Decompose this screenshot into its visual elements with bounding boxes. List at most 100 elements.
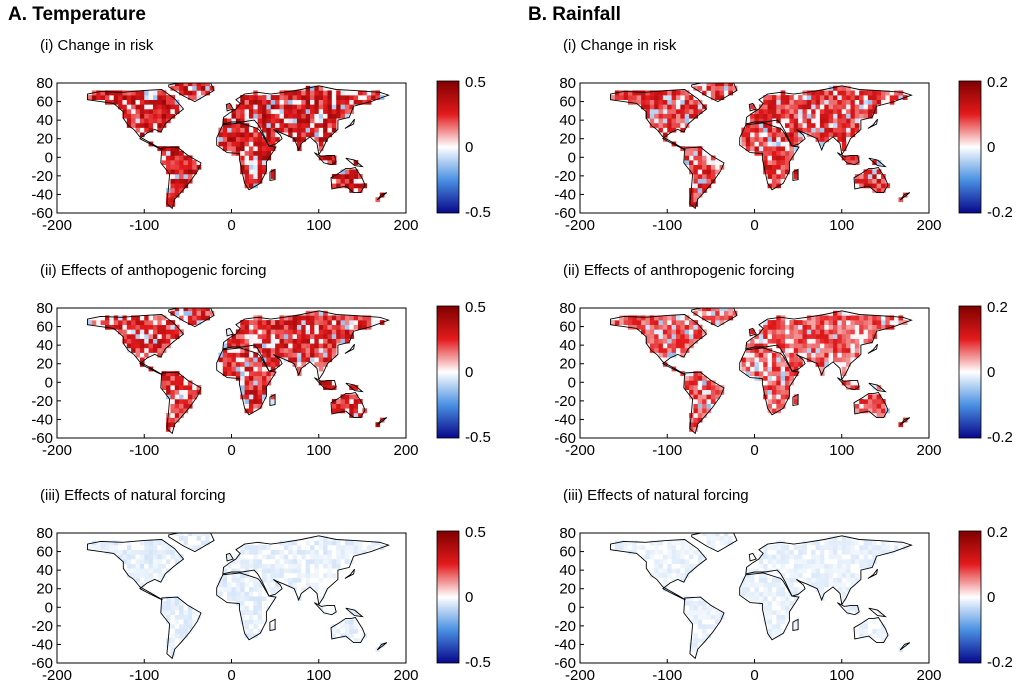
heat-cell	[649, 118, 655, 124]
heat-cell	[331, 109, 337, 114]
heat-cell	[841, 568, 847, 574]
heat-cell	[771, 99, 777, 105]
heat-cell	[689, 324, 694, 330]
heat-cell	[662, 540, 668, 546]
heat-cell	[680, 122, 685, 128]
heat-cell	[719, 535, 725, 541]
heat-cell	[876, 633, 882, 639]
heat-cell	[658, 90, 664, 96]
heat-cell	[780, 320, 786, 326]
heat-cell	[244, 568, 250, 574]
heat-cell	[270, 554, 276, 560]
heat-cell	[750, 568, 755, 574]
heat-cell	[375, 540, 381, 546]
heat-cell	[296, 127, 302, 133]
coastline-southAmerica	[683, 371, 725, 435]
heat-cell	[174, 375, 180, 381]
heat-cell	[776, 586, 781, 592]
heat-cell	[859, 338, 864, 344]
heat-cell	[126, 568, 132, 574]
heat-cell	[122, 315, 128, 321]
heat-cell	[785, 132, 790, 138]
heat-cell	[275, 554, 280, 560]
heat-cell	[318, 141, 324, 147]
heat-cell	[305, 338, 311, 344]
heat-cell	[697, 605, 703, 611]
heat-cell	[235, 347, 241, 353]
heat-cell	[344, 408, 350, 414]
heat-cell	[654, 559, 659, 564]
heat-cell	[340, 320, 346, 326]
heat-cell	[231, 582, 237, 588]
heat-cell	[710, 545, 716, 551]
heat-cell	[253, 361, 258, 367]
heat-cell	[262, 568, 267, 574]
heat-cell	[667, 334, 672, 339]
heat-cell	[353, 545, 359, 551]
heat-cell	[296, 568, 302, 574]
heat-cell	[305, 563, 311, 569]
heat-cell	[170, 169, 176, 175]
heat-cell	[174, 308, 180, 312]
heat-cell	[187, 320, 193, 326]
heat-cell	[257, 596, 263, 602]
heat-cell	[697, 83, 703, 87]
heat-cell	[684, 600, 690, 606]
heat-cell	[841, 352, 847, 358]
heat-cell	[754, 591, 760, 597]
heat-cell	[244, 389, 250, 395]
heat-cell	[763, 352, 768, 358]
heat-cell	[275, 132, 280, 138]
heat-cell	[763, 132, 768, 138]
heat-cell	[654, 338, 659, 344]
heat-cell	[649, 338, 655, 344]
heat-cell	[684, 99, 690, 105]
heat-cell	[248, 371, 254, 377]
heat-cell	[118, 549, 123, 555]
heat-cell	[222, 361, 228, 367]
heat-cell	[148, 549, 154, 555]
heat-cell	[863, 174, 869, 179]
heat-cell	[358, 412, 363, 418]
heat-cell	[314, 563, 320, 569]
heat-cell	[248, 150, 254, 156]
heat-cell	[336, 628, 341, 634]
heat-cell	[780, 334, 786, 339]
heat-cell	[126, 324, 132, 330]
heat-cell	[257, 95, 263, 101]
heat-cell	[131, 118, 136, 124]
heat-cell	[118, 95, 123, 101]
heat-cell	[296, 549, 302, 555]
heat-cell	[331, 352, 337, 358]
heat-cell	[785, 389, 790, 395]
heat-cell	[776, 141, 781, 147]
heat-cell	[850, 343, 856, 349]
heat-cell	[785, 577, 790, 583]
heat-cell	[248, 174, 254, 179]
heat-cell	[872, 99, 877, 105]
heat-cell	[209, 310, 215, 316]
heat-cell	[697, 533, 703, 537]
heat-cell	[244, 596, 250, 602]
heat-cell	[780, 385, 786, 391]
heat-cell	[179, 412, 184, 418]
x-tick-label: -100	[652, 442, 682, 459]
heat-cell	[196, 315, 202, 321]
heat-cell	[262, 164, 267, 170]
heat-cell	[819, 122, 825, 128]
heat-cell	[771, 600, 777, 606]
heat-cell	[174, 600, 180, 606]
heat-cell	[811, 343, 816, 349]
heat-cell	[157, 338, 162, 344]
heat-cell	[183, 160, 189, 166]
heat-cell	[811, 127, 816, 133]
heat-cell	[270, 394, 276, 400]
heat-cell	[301, 347, 306, 353]
heat-cell	[126, 545, 132, 551]
heat-cell	[767, 545, 773, 551]
heat-cell	[785, 324, 790, 330]
heat-cell	[776, 624, 781, 629]
heat-cell	[148, 99, 154, 105]
heat-cell	[318, 99, 324, 105]
heat-cell	[802, 545, 808, 551]
